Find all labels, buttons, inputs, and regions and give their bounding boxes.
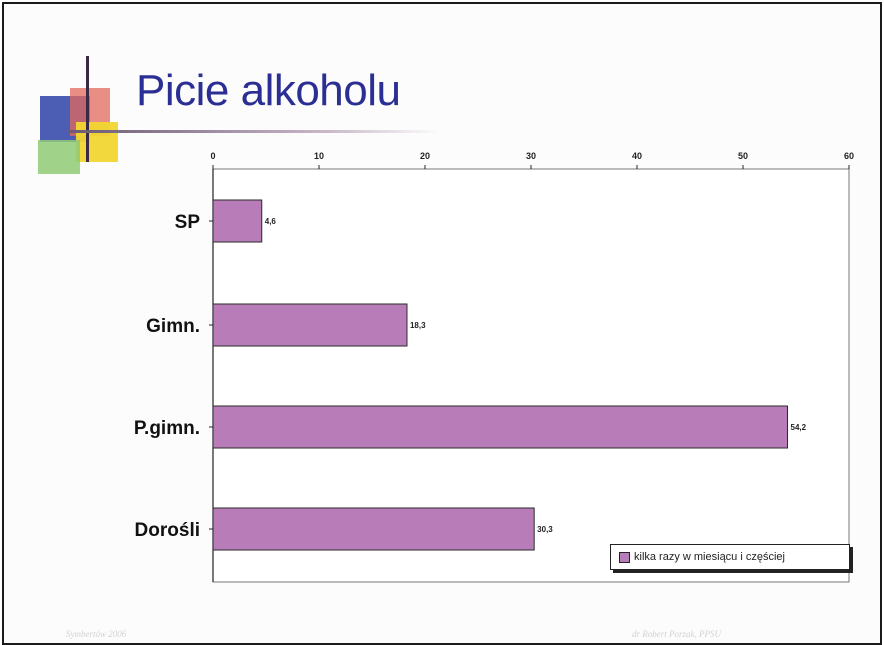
x-tick-label-6: 60	[844, 151, 854, 161]
data-label-0: 4,6	[265, 217, 277, 226]
x-tick-label-4: 40	[632, 151, 642, 161]
bar-3	[212, 507, 535, 551]
data-label-3: 30,3	[537, 525, 553, 534]
bar-chart: 0 10 20 30 40 50 60 4,6 SP 18,3 Gimn. 54,2 P.gimn. 30…	[134, 151, 854, 583]
x-tick-label-1: 10	[314, 151, 324, 161]
decor-horizontal-line	[68, 130, 438, 133]
category-label-0: SP	[175, 212, 201, 233]
x-tick-label-5: 50	[738, 151, 748, 161]
slide-title: Picie alkoholu	[136, 66, 401, 115]
decor-vertical-line	[86, 56, 89, 162]
decor-square-green	[38, 140, 80, 174]
x-tick-label-2: 20	[420, 151, 430, 161]
category-label-3: Dorośli	[135, 520, 200, 541]
bar-2	[212, 405, 789, 449]
bar-1	[212, 303, 408, 347]
data-label-1: 18,3	[410, 321, 426, 330]
decor-square-yellow	[76, 122, 118, 162]
category-label-1: Gimn.	[146, 316, 200, 337]
data-label-2: 54,2	[791, 423, 807, 432]
legend-swatch	[619, 551, 630, 563]
legend-label: kilka razy w miesiącu i częściej	[634, 551, 785, 563]
chart-legend: kilka razy w miesiącu i częściej	[610, 544, 850, 570]
bar-0	[212, 199, 263, 243]
footer-left-text: Symbertów 2006	[66, 629, 127, 639]
category-label-2: P.gimn.	[134, 418, 200, 439]
x-tick-label-0: 0	[210, 151, 215, 161]
footer-right-text: dr Robert Porzak, PPSU	[632, 629, 721, 639]
x-tick-label-3: 30	[526, 151, 536, 161]
